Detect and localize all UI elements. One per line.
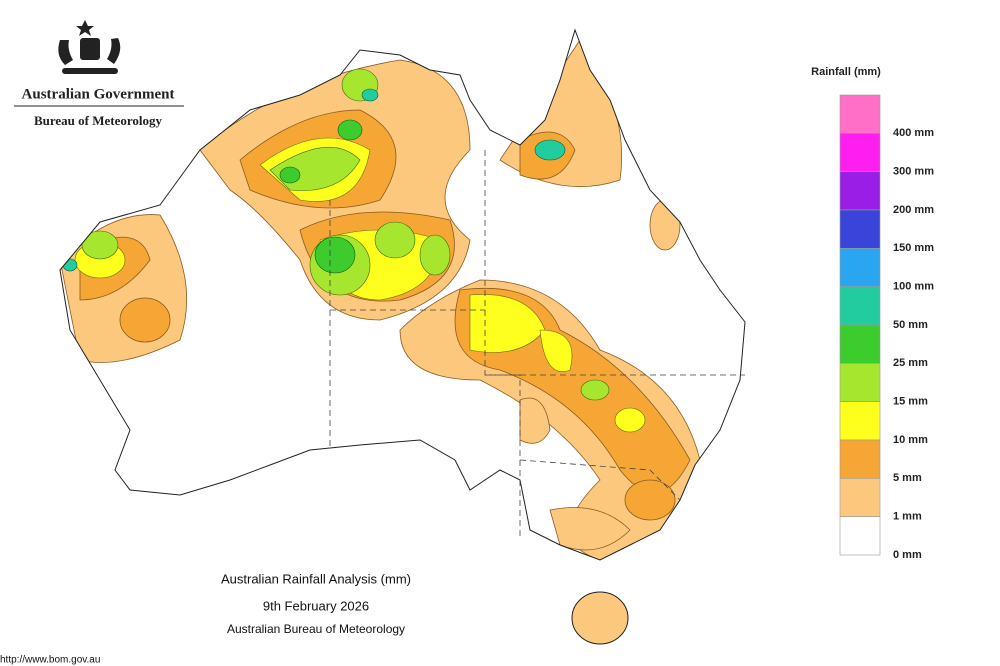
legend-title: Rainfall (mm) [811, 66, 881, 78]
legend-label: 5 mm [893, 472, 922, 484]
legend-swatch [839, 363, 881, 402]
logo: Australian Government Bureau of Meteorol… [14, 20, 184, 128]
legend-swatch [839, 248, 881, 287]
caption-source: Australian Bureau of Meteorology [227, 622, 405, 636]
state-borders [329, 150, 745, 540]
legend-swatch [839, 209, 881, 249]
legend-swatch [839, 439, 881, 479]
legend-label: 100 mm [893, 281, 934, 293]
legend-label: 300 mm [893, 166, 934, 178]
legend-label: 150 mm [893, 242, 934, 254]
legend-swatch [839, 133, 881, 172]
bureau-name: Bureau of Meteorology [34, 113, 163, 128]
legend-swatch [839, 171, 881, 211]
legend-label: 0 mm [893, 549, 922, 561]
legend: 400 mm 300 mm 200 mm 150 mm 100 mm 50 mm 25 mm… [839, 94, 934, 561]
tasmania [571, 591, 629, 645]
caption-date: 9th February 2026 [263, 598, 369, 613]
legend-swatch [839, 516, 881, 556]
legend-swatch [839, 324, 881, 364]
legend-swatch [839, 286, 881, 326]
coastline [59, 28, 746, 561]
url: http://www.bom.gov.au [0, 655, 100, 666]
legend-label: 400 mm [893, 127, 934, 139]
legend-swatch [839, 94, 881, 134]
legend-swatch [839, 401, 881, 441]
coat-of-arms [58, 20, 121, 74]
legend-label: 25 mm [893, 357, 928, 369]
agency-name: Australian Government [22, 86, 175, 102]
legend-label: 15 mm [893, 396, 928, 408]
legend-label: 10 mm [893, 434, 928, 446]
legend-swatch [839, 478, 881, 517]
legend-label: 1 mm [893, 511, 922, 523]
legend-label: 50 mm [893, 319, 928, 331]
caption-title: Australian Rainfall Analysis (mm) [221, 571, 411, 586]
legend-label: 200 mm [893, 204, 934, 216]
